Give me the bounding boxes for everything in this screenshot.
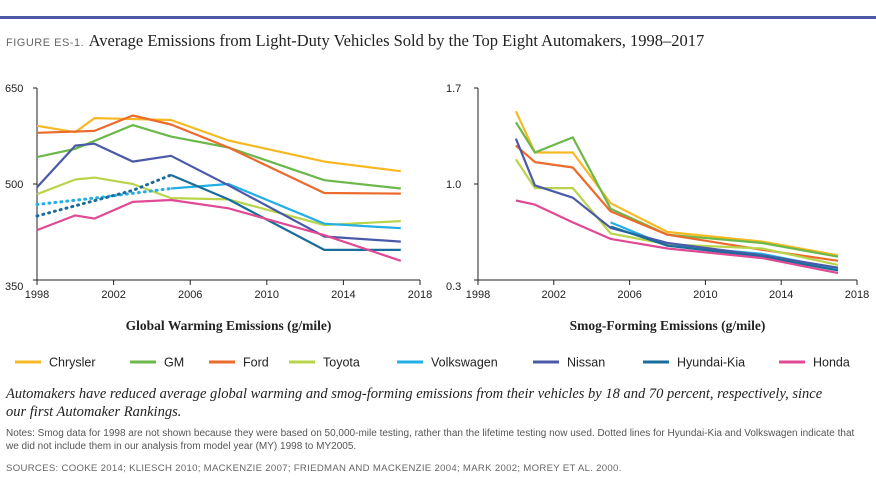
figure-label: FIGURE ES-1. (6, 37, 85, 49)
chart1-x-tick-label: 2014 (331, 289, 355, 301)
chart1-x-axis-title: Global Warming Emissions (g/mile) (126, 318, 332, 333)
chart2-y-tick-label: 1.7 (446, 83, 461, 95)
legend-label-chrysler: Chrysler (49, 356, 96, 370)
chart1-series-hyundai-kia-dotted (35, 173, 173, 218)
sources: SOURCES: COOKE 2014; KLIESCH 2010; MACKE… (6, 463, 622, 474)
top-rule (0, 16, 876, 19)
chart2-x-tick-label: 2014 (769, 289, 793, 301)
chart2-series-honda (515, 199, 839, 275)
chart2-x-tick-label: 2006 (617, 289, 641, 301)
chart2-series-toyota (514, 158, 839, 266)
chart2-series-nissan (514, 138, 839, 269)
chart1-y-tick-label: 650 (5, 83, 23, 95)
figure-title-text: Average Emissions from Light-Duty Vehicl… (88, 31, 705, 50)
chart1-x-tick-label: 2010 (255, 289, 279, 301)
legend-label-hyundai-kia: Hyundai-Kia (677, 356, 745, 370)
chart1-x-tick-label: 2002 (101, 289, 125, 301)
chart2-series-hyundai-kia (610, 225, 839, 272)
chart1-x-tick-label: 2006 (178, 289, 202, 301)
chart2-x-tick-label: 2002 (542, 289, 566, 301)
chart2-x-tick-label: 2018 (845, 289, 869, 301)
chart1-x-tick-label: 2018 (408, 289, 432, 301)
chart1-y-tick-label: 350 (5, 281, 23, 293)
chart1-series-volkswagen-dotted (35, 187, 173, 206)
chart2-x-axis-title: Smog-Forming Emissions (g/mile) (570, 318, 766, 333)
legend-label-nissan: Nissan (567, 356, 605, 370)
chart1-x-tick-label: 1998 (25, 289, 49, 301)
chart2-x-tick-label: 2010 (693, 289, 717, 301)
chart2-y-tick-label: 0.3 (446, 281, 461, 293)
legend-label-gm: GM (164, 356, 184, 370)
chart1-series-gm (36, 123, 401, 190)
chart2-y-tick-label: 1.0 (446, 179, 461, 191)
chart1-series-nissan (36, 142, 401, 243)
chart2-series-chrysler (514, 110, 839, 257)
chart1-series-ford (36, 114, 401, 195)
chart2-series-gm (514, 121, 839, 258)
notes: Notes: Smog data for 1998 are not shown … (6, 428, 855, 452)
chart2-x-tick-label: 1998 (466, 289, 490, 301)
chart1-y-tick-label: 500 (5, 179, 23, 191)
legend-label-honda: Honda (813, 356, 850, 370)
chart2-series-ford (515, 144, 839, 262)
chart1-series-hyundai-kia (170, 173, 401, 251)
figure-title: FIGURE ES-1. Average Emissions from Ligh… (6, 31, 704, 53)
legend-label-volkswagen: Volkswagen (431, 356, 498, 370)
legend-label-toyota: Toyota (323, 356, 360, 370)
chart1-series-honda (36, 198, 402, 262)
emissions-charts: 350 500 650 1998 2002 2006 2010 2014 2018 Global … (5, 83, 869, 370)
caption: Automakers have reduced average global w… (6, 386, 823, 420)
legend-label-ford: Ford (243, 356, 269, 370)
